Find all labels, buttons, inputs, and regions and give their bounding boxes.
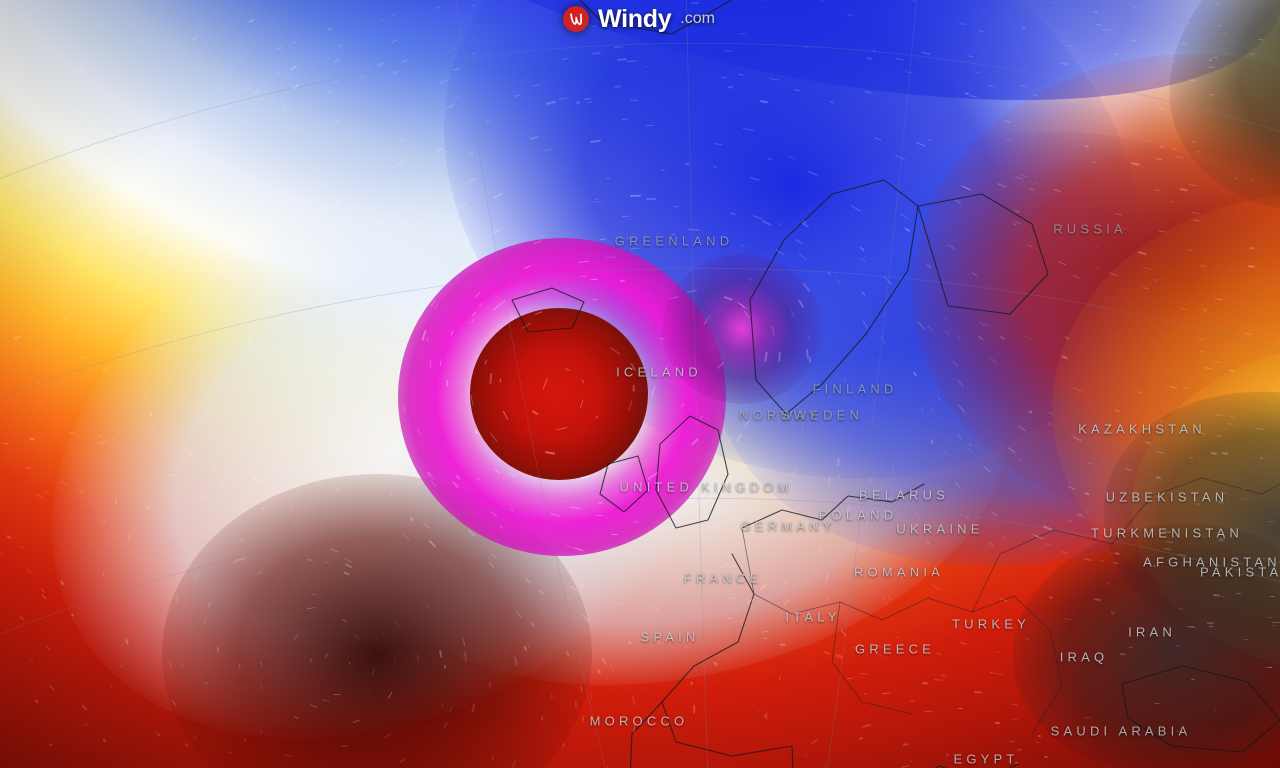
windy-wordmark: Windy bbox=[598, 4, 672, 33]
country-borders bbox=[741, 477, 1280, 735]
north-atlantic-cyclone[interactable] bbox=[398, 238, 726, 556]
vortex-core bbox=[662, 254, 822, 404]
windy-tld: .com bbox=[680, 10, 715, 27]
norwegian-sea-vortex[interactable] bbox=[662, 254, 822, 404]
cyclone-eye bbox=[470, 308, 648, 480]
windy-logo[interactable]: Windy .com bbox=[555, 3, 725, 36]
coastlines bbox=[511, 0, 1280, 768]
windy-logo-icon bbox=[563, 6, 590, 32]
